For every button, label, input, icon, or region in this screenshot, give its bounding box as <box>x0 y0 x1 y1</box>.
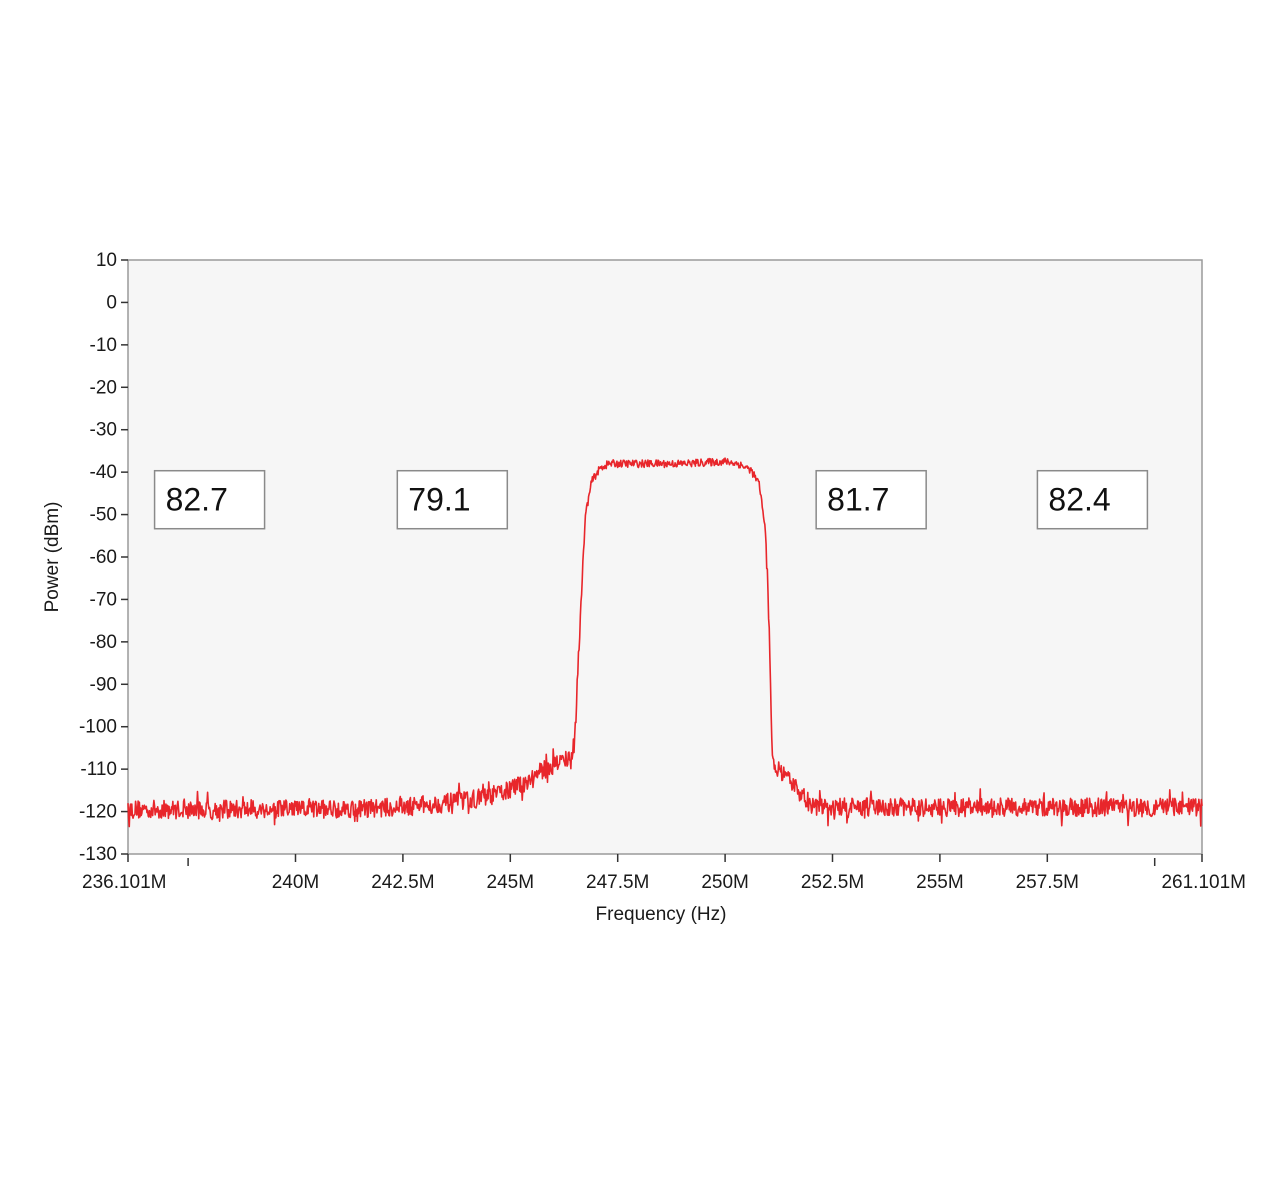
x-tick-label: 245M <box>487 872 535 893</box>
x-tick-label: 240M <box>272 872 320 893</box>
x-tick-label: 255M <box>916 872 964 893</box>
annotation-box <box>815 469 927 530</box>
y-tick-label: -60 <box>90 547 117 568</box>
plot-area <box>127 259 1203 855</box>
y-tick-label: -20 <box>90 377 117 398</box>
x-axis-title: Frequency (Hz) <box>596 904 727 925</box>
x-tick-label: 261.101M <box>1161 872 1246 893</box>
annotation-label: 82.7 <box>166 482 228 518</box>
y-tick-label: 0 <box>106 292 117 313</box>
value-annotation: 82.4 <box>1036 469 1149 530</box>
y-tick-label: -10 <box>90 335 117 356</box>
annotation-label: 79.1 <box>408 482 470 518</box>
annotation-label: 81.7 <box>827 482 889 518</box>
y-tick-label: 10 <box>96 250 117 271</box>
y-tick-label: -40 <box>90 462 117 483</box>
y-tick-label: -120 <box>79 802 117 823</box>
annotation-box <box>396 469 509 530</box>
annotation-box <box>153 469 266 530</box>
y-tick-label: -130 <box>79 844 117 865</box>
x-tick-label: 257.5M <box>1016 872 1079 893</box>
y-tick-label: -80 <box>90 632 117 653</box>
series-layer <box>127 457 1203 828</box>
y-axis: 10 0 -10 -20 -30 -40 -50 -60 -70 -80 -90 -100 -110 -1… <box>79 250 128 865</box>
x-tick-label: 236.101M <box>82 872 167 893</box>
value-annotation: 79.1 <box>396 469 509 530</box>
y-tick-label: -110 <box>80 759 117 780</box>
annotation-layer: 82.7 79.1 81.7 82.4 <box>153 469 1149 530</box>
x-axis: 236.101M 240M 242.5M 245M 247.5M 250M 252.5M 25… <box>82 854 1246 893</box>
y-tick-label: -100 <box>79 717 117 738</box>
x-tick-label: 250M <box>701 872 749 893</box>
annotation-label: 82.4 <box>1048 482 1110 518</box>
x-tick-label: 242.5M <box>371 872 434 893</box>
y-tick-label: -70 <box>90 589 117 610</box>
y-axis-title: Power (dBm) <box>42 502 63 613</box>
y-tick-label: -50 <box>90 505 117 526</box>
annotation-box <box>1036 469 1149 530</box>
y-tick-label: -30 <box>90 420 117 441</box>
x-tick-label: 247.5M <box>586 872 649 893</box>
value-annotation: 81.7 <box>815 469 927 530</box>
series-line <box>127 457 1203 828</box>
y-tick-label: -90 <box>90 674 117 695</box>
x-tick-label: 252.5M <box>801 872 864 893</box>
value-annotation: 82.7 <box>153 469 266 530</box>
